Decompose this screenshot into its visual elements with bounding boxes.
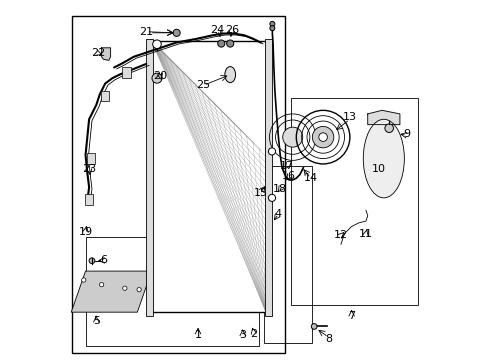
Circle shape (311, 324, 316, 329)
Circle shape (217, 40, 224, 47)
Text: 11: 11 (358, 229, 372, 239)
Text: 15: 15 (253, 188, 267, 198)
Circle shape (384, 124, 393, 132)
Circle shape (268, 148, 275, 155)
Text: 8: 8 (324, 334, 331, 344)
Text: 14: 14 (303, 173, 317, 183)
Text: 21: 21 (139, 27, 153, 37)
Polygon shape (102, 48, 110, 60)
Circle shape (282, 127, 302, 147)
Text: 26: 26 (224, 25, 239, 35)
Circle shape (173, 29, 180, 36)
Text: 5: 5 (93, 316, 100, 326)
Bar (146, 39, 152, 316)
Text: 3: 3 (239, 330, 246, 341)
Text: 17: 17 (280, 161, 294, 171)
Circle shape (269, 21, 274, 26)
Polygon shape (71, 271, 151, 312)
Circle shape (318, 133, 326, 141)
Text: 23: 23 (82, 164, 96, 174)
Text: 12: 12 (333, 230, 347, 240)
Text: 24: 24 (210, 25, 224, 35)
Circle shape (152, 73, 162, 83)
Bar (86, 153, 95, 164)
Circle shape (89, 258, 95, 264)
Text: 6: 6 (100, 255, 107, 265)
Text: 18: 18 (273, 184, 286, 194)
Circle shape (81, 278, 86, 282)
Text: 19: 19 (78, 227, 92, 237)
Circle shape (268, 194, 275, 202)
Text: 20: 20 (153, 71, 167, 81)
Text: 16: 16 (282, 171, 296, 181)
Text: 1: 1 (194, 330, 201, 341)
Text: 22: 22 (91, 48, 105, 58)
Circle shape (269, 26, 274, 31)
Circle shape (137, 288, 141, 292)
Bar (101, 91, 109, 102)
Bar (84, 194, 93, 205)
Circle shape (152, 40, 161, 49)
Bar (85, 237, 258, 346)
Circle shape (99, 283, 103, 287)
Bar (264, 39, 271, 316)
Ellipse shape (363, 119, 404, 198)
Bar (151, 41, 265, 312)
Text: 7: 7 (347, 311, 354, 321)
Text: 25: 25 (196, 80, 210, 90)
Text: 9: 9 (403, 129, 410, 139)
Bar (290, 98, 417, 305)
Bar (122, 67, 131, 78)
Ellipse shape (224, 67, 235, 83)
Bar (264, 166, 312, 342)
Polygon shape (367, 111, 399, 125)
Circle shape (122, 286, 127, 291)
Text: 13: 13 (342, 112, 356, 122)
Text: 4: 4 (274, 209, 282, 219)
Bar (72, 16, 285, 353)
Text: 10: 10 (371, 164, 385, 174)
Text: 2: 2 (249, 329, 257, 339)
Circle shape (226, 40, 233, 47)
Circle shape (312, 126, 333, 148)
